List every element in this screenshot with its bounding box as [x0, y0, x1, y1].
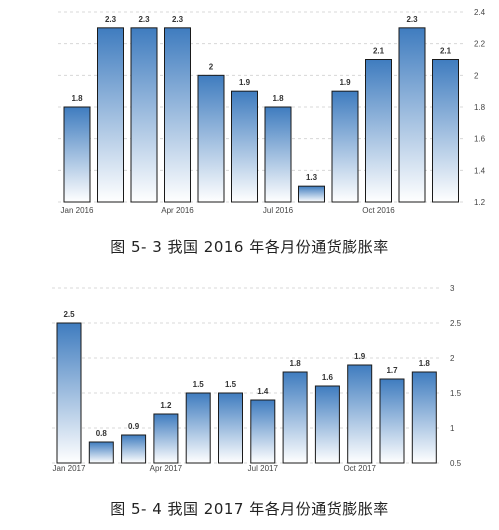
bar-2016-09	[331, 90, 359, 203]
data-label: 1.8	[290, 359, 302, 368]
bar-2016-10	[365, 59, 392, 203]
bar-2016-08	[298, 185, 325, 203]
data-label: 2.1	[373, 47, 385, 56]
bar-2016-07	[264, 106, 292, 203]
y-tick-label: 1.2	[474, 198, 486, 207]
chart-2016-block: 1.2 1.4 1.6 1.8 2 2.2 2.4 1.8 2.3 2.3 2.3 2 1.9 1.8 1.…	[58, 8, 486, 256]
y-tick-label: 1	[450, 424, 455, 433]
y-tick-label: 1.4	[474, 166, 486, 175]
bar-2017-10	[347, 364, 373, 464]
figure-caption-2017: 图 5- 4 我国 2017 年各月份通货膨胀率	[110, 500, 389, 518]
bar-2017-12	[411, 371, 437, 464]
y-tick-label: 1.5	[450, 389, 462, 398]
data-label: 2.3	[172, 15, 184, 24]
bar-2017-09	[314, 385, 340, 464]
y-tick-label: 3	[450, 284, 455, 293]
data-label: 1.5	[193, 380, 205, 389]
data-label: 0.8	[96, 429, 108, 438]
data-label: 1.3	[306, 173, 318, 182]
data-label: 2.5	[63, 310, 75, 319]
x-tick-label: Oct 2016	[362, 206, 395, 215]
x-tick-label: Oct 2017	[343, 464, 376, 473]
data-label: 1.2	[160, 401, 172, 410]
figure-caption-2016: 图 5- 3 我国 2016 年各月份通货膨胀率	[110, 238, 389, 256]
x-tick-label: Apr 2016	[161, 206, 194, 215]
y-tick-label: 2	[474, 71, 479, 80]
bar-2017-04	[153, 413, 179, 464]
chart-2017-block: 0.5 1 1.5 2 2.5 3 2.5 0.8 0.9 1.2 1.5 1.5 1.4 1.8 1.6 1…	[0, 265, 499, 530]
bar-2017-08	[282, 371, 308, 464]
data-label: 2.1	[440, 47, 452, 56]
y-tick-label: 2.5	[450, 319, 462, 328]
data-label: 1.8	[419, 359, 431, 368]
data-label: 2.3	[138, 15, 150, 24]
bar-2017-02	[88, 441, 114, 464]
bar-2017-05	[185, 392, 211, 464]
y-tick-label: 2	[450, 354, 455, 363]
bar-2016-01	[63, 106, 91, 203]
x-tick-label: Jul 2016	[263, 206, 294, 215]
x-tick-label: Jan 2016	[61, 206, 94, 215]
bar-2017-01	[56, 322, 82, 464]
data-label: 1.5	[225, 380, 237, 389]
data-label: 1.8	[272, 94, 284, 103]
bar-2017-07	[250, 399, 276, 464]
data-label: 1.7	[386, 366, 398, 375]
data-label: 2	[209, 62, 214, 71]
data-label: 1.6	[322, 373, 334, 382]
data-label: 2.3	[406, 15, 418, 24]
bar-2016-06	[231, 90, 258, 203]
bar-2016-04	[164, 27, 191, 203]
bar-2016-11	[398, 27, 426, 203]
x-tick-label: Jul 2017	[248, 464, 279, 473]
bar-2016-05	[197, 74, 225, 203]
data-label: 1.8	[71, 94, 83, 103]
bar-2017-11	[379, 378, 405, 464]
inflation-2017-bar-chart: 0.5 1 1.5 2 2.5 3 2.5 0.8 0.9 1.2 1.5 1.5 1.4 1.8 1.6 1…	[52, 284, 462, 473]
bar-2017-06	[218, 392, 243, 464]
y-tick-label: 2.2	[474, 40, 486, 49]
bar-2016-12	[432, 59, 459, 203]
data-label: 2.3	[105, 15, 117, 24]
x-tick-label: Jan 2017	[53, 464, 86, 473]
inflation-2016-bar-chart: 1.2 1.4 1.6 1.8 2 2.2 2.4 1.8 2.3 2.3 2.3 2 1.9 1.8 1.…	[58, 8, 486, 215]
bar-2016-02	[97, 27, 124, 203]
data-label: 0.9	[128, 422, 140, 431]
y-tick-label: 2.4	[474, 8, 486, 17]
data-label: 1.9	[354, 352, 366, 361]
x-tick-label: Apr 2017	[150, 464, 183, 473]
y-tick-label: 1.8	[474, 103, 486, 112]
y-tick-label: 1.6	[474, 135, 486, 144]
bar-2016-03	[130, 27, 158, 203]
bar-2017-03	[121, 434, 147, 464]
y-tick-label: 0.5	[450, 459, 462, 468]
data-label: 1.9	[239, 78, 251, 87]
data-label: 1.9	[339, 78, 351, 87]
data-label: 1.4	[257, 387, 269, 396]
